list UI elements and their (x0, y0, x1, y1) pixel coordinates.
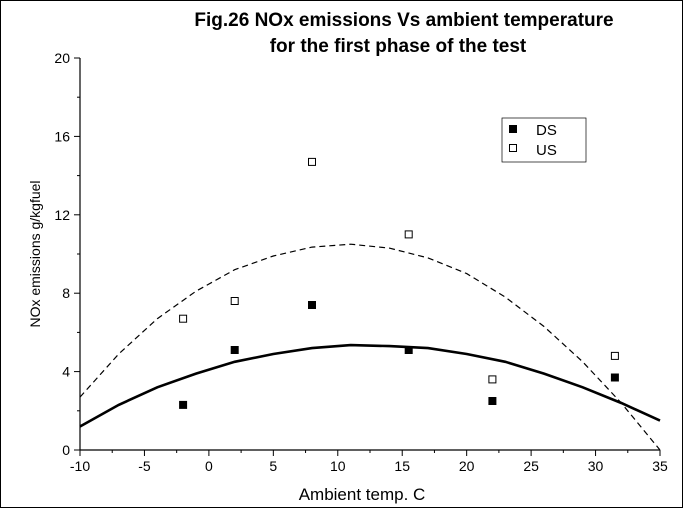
y-tick-label: 12 (54, 207, 70, 223)
y-axis-label: NOx emissions g/kgfuel (27, 180, 43, 327)
data-point-ds (231, 346, 239, 354)
data-point-us (309, 158, 316, 165)
legend: DS US (502, 118, 586, 162)
x-tick-label: 20 (459, 458, 475, 474)
y-tick-label: 16 (54, 128, 70, 144)
plot-area (80, 158, 660, 450)
x-tick-label: -5 (138, 458, 151, 474)
data-point-ds (405, 346, 413, 354)
data-point-ds (179, 401, 187, 409)
fit-curve-ds (80, 345, 660, 426)
x-tick-label: 30 (588, 458, 604, 474)
y-tick-label: 4 (62, 364, 70, 380)
x-axis-label: Ambient temp. C (299, 485, 426, 504)
axes: -10 -5 0 5 10 15 20 25 30 35 0 4 8 12 16 20 (54, 50, 668, 474)
y-tick-label: 0 (62, 442, 70, 458)
x-tick-label: 0 (205, 458, 213, 474)
legend-us-marker (510, 145, 517, 152)
x-tick-label: 5 (269, 458, 277, 474)
data-point-ds (308, 301, 316, 309)
legend-ds-marker (509, 125, 517, 133)
y-tick-label: 20 (54, 50, 70, 66)
data-point-us (180, 315, 187, 322)
chart-subtitle: for the first phase of the test (270, 36, 527, 57)
data-point-us (611, 352, 618, 359)
x-tick-label: 25 (523, 458, 539, 474)
x-tick-label: 15 (394, 458, 410, 474)
x-tick-label: 10 (330, 458, 346, 474)
data-point-us (405, 231, 412, 238)
data-point-us (231, 298, 238, 305)
y-tick-label: 8 (62, 285, 70, 301)
data-point-ds (488, 397, 496, 405)
legend-ds-label: DS (536, 122, 557, 139)
x-tick-label: 35 (652, 458, 668, 474)
data-point-us (489, 376, 496, 383)
x-tick-label: -10 (70, 458, 90, 474)
chart-title: Fig.26 NOx emissions Vs ambient temperat… (194, 10, 613, 31)
data-point-ds (611, 374, 619, 382)
legend-us-label: US (536, 142, 557, 159)
fit-curve-us (80, 244, 660, 450)
